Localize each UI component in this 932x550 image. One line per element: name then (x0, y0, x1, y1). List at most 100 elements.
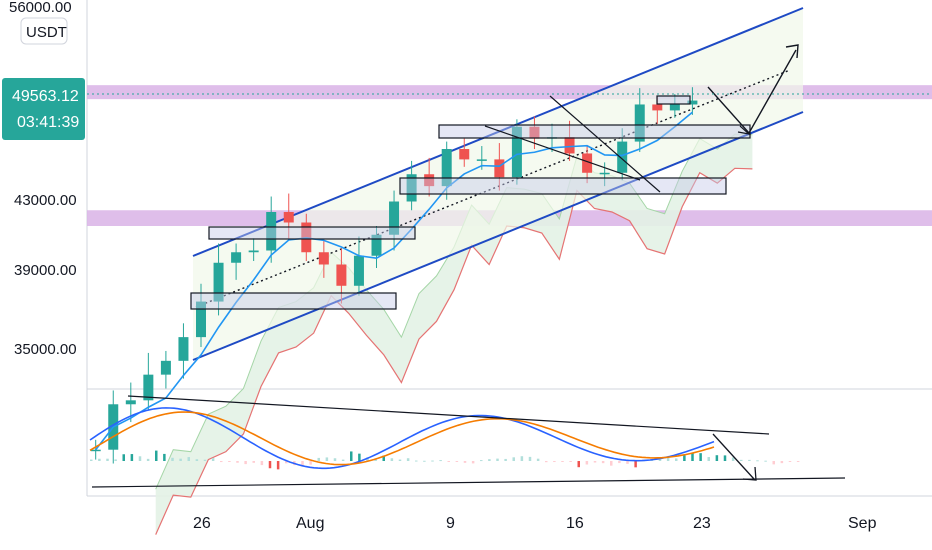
histogram-bar (772, 461, 775, 465)
candle-body (389, 201, 400, 235)
histogram-bar (114, 459, 117, 461)
osc-layer (89, 395, 846, 488)
histogram-bar (553, 461, 556, 463)
price-tick-label: 35000.00 (14, 341, 77, 358)
candle-body (511, 126, 522, 178)
histogram-bar (618, 461, 621, 464)
histogram-bar (561, 461, 564, 462)
histogram-bar (122, 454, 125, 461)
price-tick-label: 56000.00 (9, 0, 72, 16)
time-tick-label: 9 (446, 515, 455, 532)
histogram-bar (455, 461, 459, 462)
candle-body (494, 159, 505, 178)
candle-body (266, 212, 277, 251)
histogram-bar (106, 458, 109, 461)
histogram-bar (171, 457, 174, 461)
histogram-bar (780, 461, 784, 464)
histogram-bar (423, 460, 426, 462)
time-axis[interactable]: 26 Aug 9 16 23 Sep (193, 515, 877, 532)
histogram-bar (138, 456, 142, 461)
candle-body (231, 252, 242, 263)
cloud-lower-line (155, 167, 753, 535)
candles-layer (90, 87, 698, 464)
histogram-bar (98, 458, 101, 461)
histogram-bar (520, 456, 524, 461)
channel-upper-line (192, 7, 804, 257)
candle-body (564, 137, 575, 154)
histogram-bar (317, 457, 320, 461)
histogram-bar (748, 459, 751, 461)
trendline (549, 95, 661, 193)
histogram-bar (658, 458, 662, 461)
price-tick-label: 39000.00 (14, 262, 77, 279)
candle-body (582, 153, 593, 173)
trendline (484, 125, 641, 181)
current-price-badge-bg (2, 78, 85, 140)
candle-body (125, 400, 136, 405)
projection-path (707, 49, 797, 135)
histogram-bar (764, 460, 767, 462)
histogram-bar (398, 459, 402, 461)
histogram-bar (309, 461, 312, 465)
candle-body (652, 104, 663, 111)
bar-countdown: 03:41:39 (17, 114, 79, 131)
time-tick-label: Sep (848, 515, 877, 532)
histogram-bar (715, 455, 719, 461)
histogram-bar (504, 458, 507, 461)
candle-body (336, 264, 347, 286)
histogram-bar (691, 452, 694, 461)
histogram-bar (350, 451, 353, 461)
candle-body (160, 360, 171, 375)
histogram-bar (707, 457, 710, 461)
histogram-bar (601, 461, 605, 464)
histogram-bar (163, 453, 166, 461)
histogram-bar (756, 460, 759, 462)
histogram-bar (179, 458, 182, 461)
candle-body (178, 337, 189, 361)
currency-selector-box[interactable] (20, 17, 68, 45)
osc-arrowhead (742, 466, 757, 481)
histogram-bar (577, 461, 580, 468)
histogram-bar (699, 453, 702, 461)
histogram-bar (569, 461, 572, 462)
histogram-bar (626, 461, 629, 464)
time-tick-label: 26 (193, 515, 211, 532)
drawing-box (656, 95, 691, 105)
current-price-badge: 49563.12 03:41:39 (2, 78, 85, 140)
projection-arrowhead (737, 125, 751, 135)
histogram-bar (610, 461, 613, 466)
histogram-bar (463, 461, 467, 463)
histogram-bar (301, 461, 304, 466)
candle-body (283, 212, 294, 223)
drawing-box (438, 124, 751, 139)
osc-trendline-lower (91, 477, 846, 488)
candle-body (669, 104, 680, 111)
histogram-bar (788, 461, 792, 462)
histogram-bar (285, 461, 288, 464)
histogram-bar (203, 459, 207, 461)
histogram-bar (731, 457, 735, 461)
histogram-bar (333, 458, 337, 461)
time-tick-label: 23 (693, 515, 711, 532)
candle-body (441, 149, 452, 187)
candle-body (459, 149, 470, 160)
histogram-bar (723, 455, 727, 461)
ichimoku-cloud (155, 134, 753, 535)
histogram-bar (439, 460, 442, 462)
histogram-bar (228, 461, 231, 462)
histogram-bar (488, 459, 491, 461)
histogram-bar (593, 461, 597, 463)
candle-body (143, 374, 154, 401)
histogram-bar (341, 459, 345, 461)
histogram-bar (512, 457, 515, 461)
price-tick-label: 43000.00 (14, 192, 77, 209)
drawings-layer (190, 44, 799, 310)
candle-body (353, 255, 364, 286)
currency-selector[interactable]: USDT (20, 17, 68, 45)
channel-mid-line (195, 69, 791, 308)
current-price-value: 49563.12 (12, 88, 79, 105)
price-axis[interactable]: 56000.00 43000.00 39000.00 35000.00 (9, 0, 77, 358)
histogram-bar (220, 461, 223, 463)
candle-body (318, 252, 329, 265)
